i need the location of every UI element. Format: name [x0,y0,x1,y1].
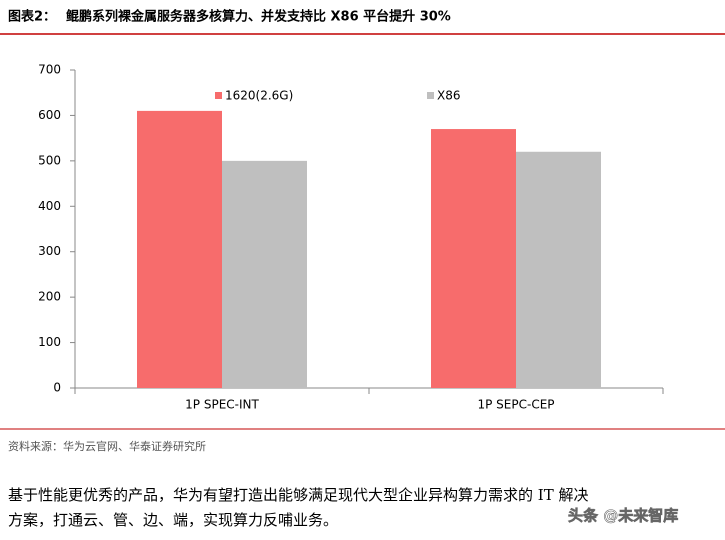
bar [222,160,307,388]
bar [431,129,516,389]
paragraph-line: 方案，打通云、管、边、端，实现算力反哺业务。 [8,511,338,529]
bar [137,110,222,388]
x-tick-label: 1P SPEC-INT [185,398,259,412]
y-tick-label: 400 [38,199,61,213]
legend-label: X86 [437,89,461,103]
source: 资料来源：华为云官网、华泰证券研究所 [8,439,206,453]
y-tick-label: 300 [38,244,61,258]
watermark: 头条 @未来智库 [568,507,678,525]
y-tick-label: 0 [53,381,61,395]
y-tick-label: 200 [38,290,61,304]
legend-swatch [427,92,434,99]
figure-title: 鲲鹏系列裸金属服务器多核算力、并发支持比 X86 平台提升 30% [66,9,451,25]
paragraph-line: 基于性能更优秀的产品，华为有望打造出能够满足现代大型企业异构算力需求的 IT 解… [8,486,588,504]
y-tick-label: 600 [38,108,61,122]
y-tick-label: 700 [38,63,61,77]
legend-swatch [215,92,222,99]
y-tick-label: 100 [38,335,61,349]
y-tick-label: 500 [38,153,61,167]
bar [516,151,601,388]
figure-label: 图表2： [8,9,56,25]
legend-label: 1620(2.6G) [225,89,293,103]
x-tick-label: 1P SEPC-CEP [477,398,554,412]
